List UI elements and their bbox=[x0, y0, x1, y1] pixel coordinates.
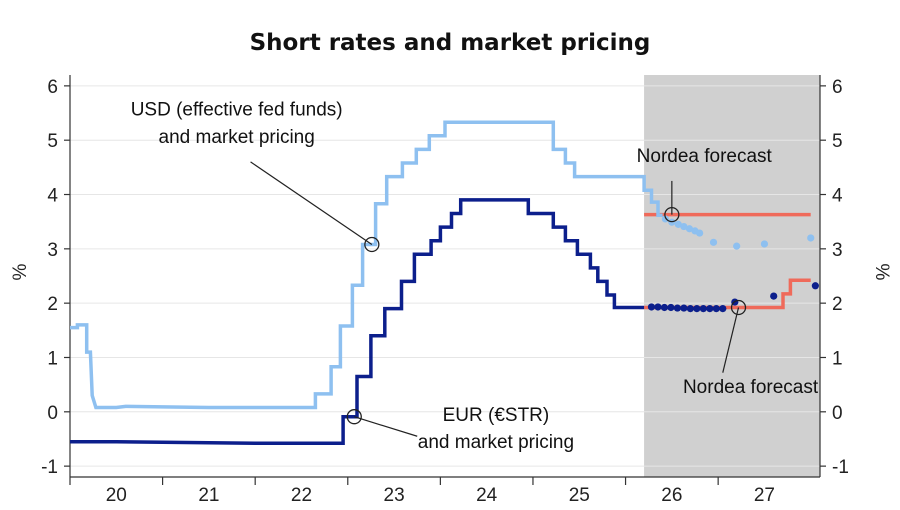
y-tick-label-left: 3 bbox=[47, 240, 58, 261]
y-axis-right-label: % bbox=[871, 264, 892, 281]
market-pricing-point-eur bbox=[667, 303, 675, 312]
market-pricing-point-eur bbox=[680, 304, 688, 312]
market-pricing-point-eur bbox=[693, 304, 701, 313]
axes bbox=[69, 75, 821, 478]
x-tick-label: 20 bbox=[106, 485, 127, 506]
y-tick-label-right: 1 bbox=[832, 348, 843, 369]
gridlines bbox=[70, 85, 820, 467]
market-pricing-point-eur bbox=[673, 304, 682, 312]
y-tick-label-left: 0 bbox=[47, 403, 58, 424]
x-tick-label: 21 bbox=[198, 485, 219, 506]
forecast-shading bbox=[644, 75, 820, 477]
x-axis-ticks: 20 21 22 23 24 25 26 27 bbox=[69, 477, 775, 506]
annotation-label-eur: and market pricing bbox=[418, 432, 574, 453]
market-pricing-point-usd bbox=[685, 225, 694, 233]
series-layer bbox=[70, 120, 819, 446]
y-tick-label-right: -1 bbox=[832, 457, 849, 478]
market-pricing-point-eur bbox=[770, 292, 778, 300]
annotation-leader-eur_fc bbox=[722, 307, 740, 373]
y-tick-label-left: 2 bbox=[47, 294, 58, 315]
annotation-label-eur_fc: Nordea forecast bbox=[683, 377, 819, 398]
market-pricing-point-eur bbox=[706, 304, 714, 313]
market-pricing-point-usd bbox=[709, 238, 718, 246]
market-pricing-point-eur bbox=[660, 303, 669, 312]
y-tick-label-left: 4 bbox=[47, 186, 58, 207]
annotation-label-usd: USD (effective fed funds) bbox=[131, 100, 343, 121]
x-tick-label: 24 bbox=[476, 485, 498, 506]
y-tick-label-left: 5 bbox=[47, 131, 58, 152]
market-pricing-point-usd bbox=[807, 234, 815, 242]
y-axis-right-ticks: -1 0 1 2 3 4 5 6 bbox=[820, 77, 849, 478]
y-tick-label-right: 3 bbox=[832, 240, 843, 261]
market-pricing-point-usd bbox=[696, 229, 704, 237]
x-tick-label: 22 bbox=[291, 485, 312, 506]
market-pricing-point-eur bbox=[699, 304, 707, 313]
y-axis-left-ticks: -1 0 1 2 3 4 5 6 bbox=[41, 77, 70, 478]
x-tick-label: 27 bbox=[754, 485, 775, 506]
series-line-eur bbox=[70, 198, 645, 446]
market-pricing-point-usd bbox=[661, 215, 669, 223]
market-pricing-point-usd bbox=[760, 240, 769, 248]
market-pricing-point-eur bbox=[686, 304, 694, 313]
market-pricing-point-eur bbox=[811, 282, 819, 290]
market-pricing-point-usd bbox=[674, 220, 682, 228]
y-tick-label-left: 6 bbox=[47, 77, 58, 98]
x-tick-label: 26 bbox=[661, 485, 682, 506]
annotation-label-usd_fc: Nordea forecast bbox=[637, 146, 773, 167]
series-line-usd bbox=[70, 120, 663, 410]
y-tick-label-right: 0 bbox=[832, 403, 843, 424]
market-pricing-point-usd bbox=[680, 222, 688, 231]
market-pricing-point-eur bbox=[654, 303, 662, 311]
annotation-leader-usd bbox=[250, 161, 373, 245]
x-tick-label: 25 bbox=[569, 485, 590, 506]
market-pricing-point-eur bbox=[719, 304, 727, 313]
y-tick-label-right: 6 bbox=[832, 77, 843, 98]
annotation-label-usd: and market pricing bbox=[159, 127, 315, 148]
market-pricing-point-usd bbox=[733, 242, 741, 250]
market-pricing-point-eur bbox=[712, 304, 720, 313]
y-tick-label-right: 2 bbox=[832, 294, 843, 315]
annotation-marker-eur_fc bbox=[730, 299, 747, 316]
market-pricing-point-eur bbox=[647, 303, 656, 311]
annotation-label-eur: EUR (€STR) bbox=[443, 405, 550, 426]
nordea-forecast-line-eur_nordea bbox=[644, 278, 811, 310]
y-tick-label-right: 5 bbox=[832, 131, 843, 152]
annotation-marker-usd bbox=[364, 236, 380, 253]
y-tick-label-right: 4 bbox=[832, 186, 843, 207]
y-tick-label-left: 1 bbox=[47, 348, 58, 369]
annotations: USD (effective fed funds) and market pric… bbox=[131, 100, 819, 453]
y-tick-label-left: -1 bbox=[41, 457, 58, 478]
y-axis-left-label: % bbox=[10, 263, 31, 280]
annotation-marker-eur bbox=[346, 409, 362, 425]
x-tick-label: 23 bbox=[384, 485, 405, 506]
annotation-marker-usd_fc bbox=[664, 206, 680, 223]
chart-title: Short rates and market pricing bbox=[249, 30, 651, 56]
annotation-leader-eur bbox=[354, 416, 418, 437]
